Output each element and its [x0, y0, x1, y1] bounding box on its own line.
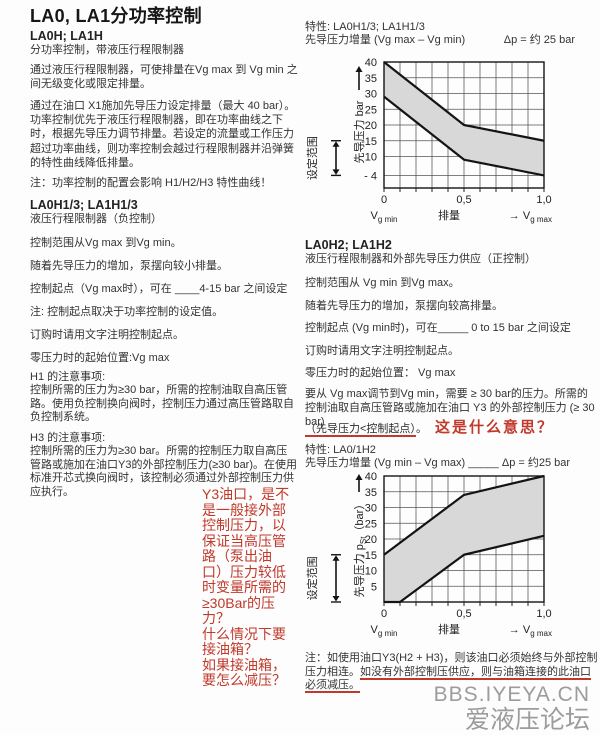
red-question: 这是什么意思？: [434, 419, 554, 436]
chart1-delta-p: Δp = 约 25 bar: [503, 34, 575, 46]
svg-text:10: 10: [365, 152, 377, 164]
la0h2-paragraph: 要从 Vg max调节到Vg min，需要 ≥ 30 bar的压力。所需的控制油…: [305, 388, 595, 429]
watermark-site: BBS.IYEYA.CN: [433, 683, 590, 706]
h1-note-heading: H1 的注意事项:: [30, 371, 106, 383]
paragraph-pilot-pressure: 通过在油口 X1施加先导压力设定排量（最大 40 bar）。功率控制优先于液压行…: [30, 100, 296, 169]
bottom-note: 注：如使用油口Y3(H2 + H3)，则该油口必须始终与外部控制压力相连。如没有…: [305, 652, 599, 693]
chart1-title: 特性: LA0H1/3; LA1H1/3: [305, 21, 425, 33]
svg-text:25: 25: [365, 104, 377, 116]
svg-text:先导压力 bar: 先导压力 bar: [353, 100, 366, 163]
svg-text:0: 0: [381, 194, 387, 206]
svg-text:- 4: - 4: [364, 170, 377, 182]
section-la0h-heading: LA0H; LA1H: [30, 29, 103, 43]
svg-text:1,0: 1,0: [536, 194, 551, 206]
red-annotation-question-2: 什么情况下要接油箱？: [202, 625, 286, 657]
page-title: LA0, LA1分功率控制: [30, 6, 202, 26]
la0h13-line-3: 控制起点（Vg max时），可在 ____4-15 bar 之间设定: [30, 283, 288, 295]
svg-text:1,0: 1,0: [536, 608, 551, 620]
note-power-control: 注：功率控制的配置会影响 H1/H2/H3 特性曲线！: [30, 177, 272, 189]
la0h2-line-4: 订购时请用文字注明控制起点。: [305, 345, 459, 357]
section-la0h2-subheading: 液压行程限制器和外部先导压力供应（正控制）: [305, 253, 536, 265]
phrase-punct: 。: [415, 423, 427, 435]
svg-text:→ Vg max: → Vg max: [509, 624, 552, 638]
chart2-title: 特性: LA0/1H2: [305, 444, 376, 456]
section-la0h2-heading: LA0H2; LA1H2: [305, 238, 392, 252]
svg-text:Vg min: Vg min: [371, 210, 398, 224]
svg-text:30: 30: [365, 89, 377, 101]
red-annotation-block: Y3油口，是不是一般接外部控制压力，以保证当高压管路（泵出油口）压力较低时变量所…: [202, 486, 292, 689]
svg-text:0,5: 0,5: [456, 608, 471, 620]
la0h2-underlined-row: （先导压力<控制起点）。 这是什么意思？: [305, 416, 597, 437]
svg-text:40: 40: [365, 471, 377, 483]
svg-text:10: 10: [365, 566, 377, 578]
watermark-forum-name: 爱液压论坛: [464, 705, 590, 734]
svg-text:25: 25: [365, 518, 377, 530]
svg-text:-15: -15: [361, 550, 377, 562]
svg-text:0: 0: [381, 608, 387, 620]
h3-note-body: 控制所需的压力为≥30 bar。所需的控制压力取自高压管路或施加在油口Y3的外部…: [30, 445, 298, 498]
paragraph-displacement: 通过液压行程限制器，可使排量在Vg max 到 Vg min 之间无级变化或限定…: [30, 64, 298, 91]
pilot-pressure-chart-h2: 40 35 30 25 20 -15 10 5 0 0,5 1,0 设定范围 先导压力 pSt（bar）…: [302, 468, 554, 647]
svg-text:40: 40: [365, 57, 377, 69]
la0h13-line-6: 零压力时的起始位置:Vg max: [30, 352, 170, 364]
red-annotation-question-3: 如果接油箱，要怎么减压？: [202, 656, 286, 688]
chart1-subtitle: 先导压力增量 (Vg max – Vg min): [305, 34, 466, 46]
chart2-subtitle: 先导压力增量 (Vg min – Vg max) _____: [305, 457, 499, 469]
svg-text:排量: 排量: [438, 208, 460, 222]
chart2-subtitle-row: 先导压力增量 (Vg min – Vg max) _____ Δp = 约25 …: [305, 454, 570, 470]
chart1-subtitle-row: 先导压力增量 (Vg max – Vg min) Δp = 约 25 bar: [305, 31, 595, 47]
svg-text:5: 5: [371, 581, 377, 593]
bottom-note-pre: 注：如使用油口Y3(H2 + H3)，则该油口必须始终与外部控制压力相连。: [305, 652, 598, 678]
svg-text:Vg min: Vg min: [371, 624, 398, 638]
svg-text:0,5: 0,5: [456, 194, 471, 206]
la0h13-line-1: 控制范围从Vg max 到Vg min。: [30, 237, 182, 249]
svg-text:20: 20: [365, 120, 377, 132]
underlined-phrase: （先导压力<控制起点）: [305, 423, 416, 435]
la0h13-line-5: 订购时请用文字注明控制起点。: [30, 329, 184, 341]
svg-text:→ Vg max: → Vg max: [509, 210, 552, 224]
svg-text:30: 30: [365, 503, 377, 515]
la0h13-line-2: 随着先导压力的增加，泵摆向较小排量。: [30, 260, 228, 272]
h1-note-body: 控制所需的压力为≥30 bar，所需的控制油取自高压管路。使用负控制换向阀时，控…: [30, 384, 294, 423]
svg-text:35: 35: [365, 73, 377, 85]
la0h2-line-3: 控制起点 (Vg min时)，可在_____ 0 to 15 bar 之间设定: [305, 322, 571, 334]
svg-text:排量: 排量: [438, 622, 460, 636]
pilot-pressure-chart-h13: 40 35 30 25 20 -15 10 - 4 0 0,5 1,0 设定范围 先导压力 bar Vg …: [302, 54, 554, 233]
section-la0h-subheading: 分功率控制，带液压行程限制器: [30, 44, 184, 56]
la0h2-line-5: 零压力时的起始位置： Vg max: [305, 367, 456, 379]
la0h13-line-4: 注: 控制起点取决于功率控制的设定值。: [30, 306, 224, 318]
svg-text:设定范围: 设定范围: [305, 556, 319, 600]
section-la0h13-subheading: 液压行程限制器（负控制）: [30, 213, 162, 225]
svg-text:-15: -15: [361, 136, 377, 148]
h3-note-heading: H3 的注意事项:: [30, 432, 106, 444]
bottom-note-underlined: 如没有外部控制压供应，则与油箱连接的此油口必须减压。: [305, 665, 591, 692]
svg-text:35: 35: [365, 487, 377, 499]
svg-text:设定范围: 设定范围: [305, 136, 319, 180]
chart2-delta-p: Δp = 约25 bar: [501, 457, 571, 469]
watermark: BBS.IYEYA.CN 爱液压论坛: [390, 683, 590, 734]
la0h2-line-2: 随着先导压力的增加，泵摆向较高排量。: [305, 300, 503, 312]
section-la0h13-heading: LA0H1/3; LA1H1/3: [30, 198, 138, 212]
svg-text:先导压力 pSt（bar）: 先导压力 pSt（bar）: [353, 499, 368, 598]
red-annotation-question-1: Y3油口，是不是一般接外部控制压力，以保证当高压管路（泵出油口）压力较低时变量所…: [202, 486, 290, 626]
svg-text:20: 20: [365, 534, 377, 546]
la0h2-line-1: 控制范围从 Vg min 到Vg max。: [305, 277, 460, 289]
